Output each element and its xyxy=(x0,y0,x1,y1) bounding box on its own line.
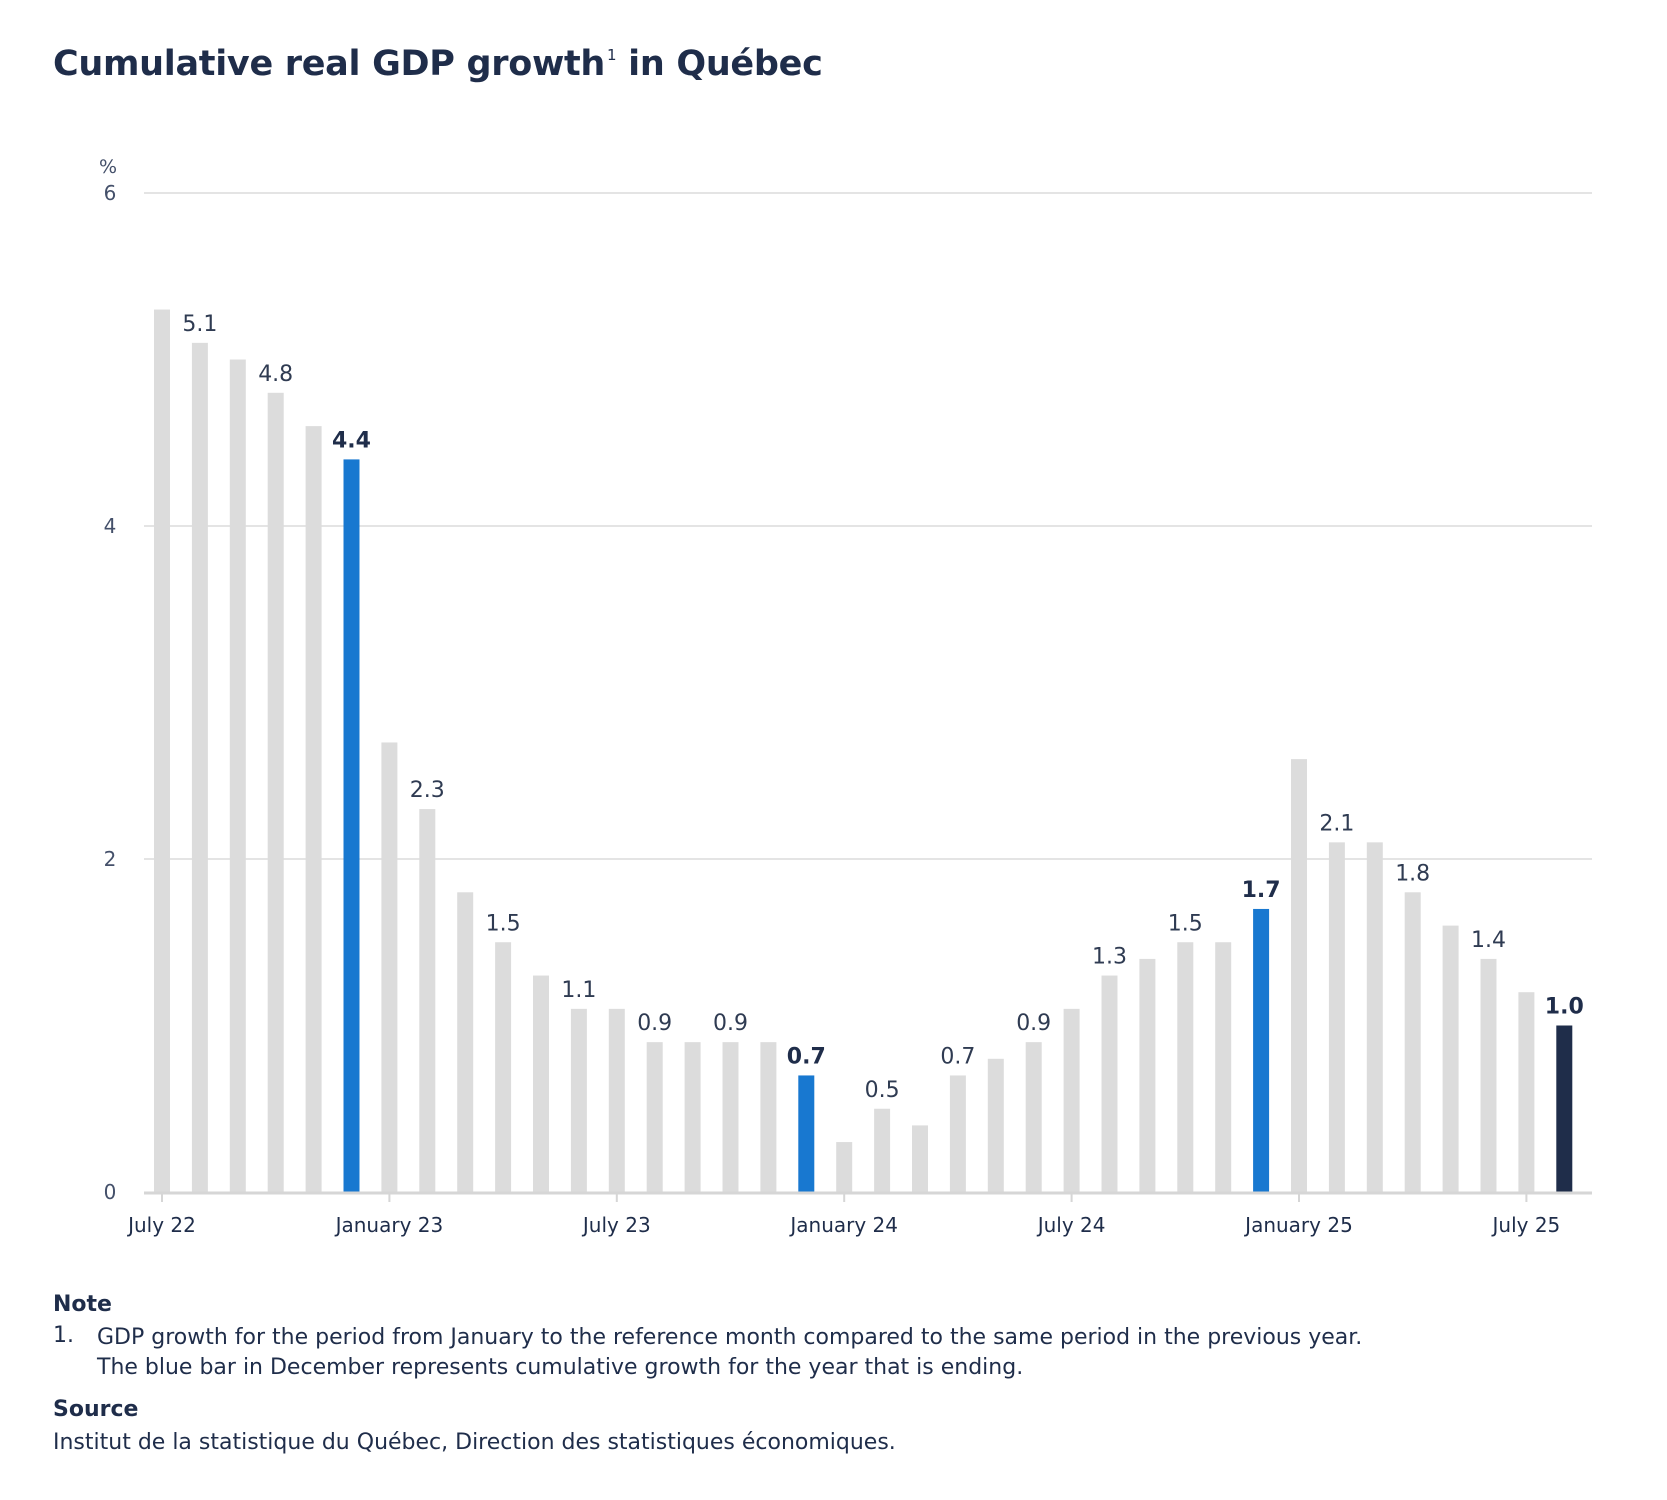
source-heading: Source xyxy=(53,1397,139,1422)
chart-title: Cumulative real GDP growth 1 in Québec xyxy=(53,44,823,84)
bar-21 xyxy=(949,1075,966,1192)
x-tick-label: July 23 xyxy=(581,1213,651,1237)
data-label-9: 1.5 xyxy=(486,911,521,936)
bar-29 xyxy=(1253,908,1270,1192)
data-label-13: 0.9 xyxy=(637,1011,672,1036)
y-axis-unit-label: % xyxy=(99,156,117,178)
data-label-15: 0.9 xyxy=(713,1011,748,1036)
note-item: 1. GDP growth for the period from Januar… xyxy=(53,1323,1553,1383)
bar-27 xyxy=(1177,942,1194,1192)
data-label-3: 4.8 xyxy=(258,362,293,387)
y-tick-label-2: 2 xyxy=(104,847,117,871)
bar-12 xyxy=(608,1008,625,1192)
bar-11 xyxy=(570,1008,587,1192)
chart-title-suffix: in Québec xyxy=(616,44,823,84)
bar-19 xyxy=(874,1108,891,1192)
bar-5 xyxy=(343,459,360,1192)
gdp-bar-chart: 0 2 4 6% July 22 January 23 July 23 January 24 J… xyxy=(99,156,1592,1237)
bar-31 xyxy=(1328,842,1345,1192)
bar-28 xyxy=(1215,942,1232,1192)
chart-title-main: Cumulative real GDP growth xyxy=(53,44,606,84)
chart-data-labels: 5.1 4.8 4.4 2.3 1.5 1.1 0.9 0.9 0.7 0.5 0.7 0.9 1.3 1… xyxy=(182,312,1583,1103)
bar-4 xyxy=(305,426,322,1193)
data-label-37: 1.0 xyxy=(1545,995,1584,1020)
bar-24 xyxy=(1063,1008,1080,1192)
x-tick-label: January 25 xyxy=(1243,1213,1353,1237)
y-tick-label-4: 4 xyxy=(104,514,117,538)
bar-16 xyxy=(760,1042,777,1192)
bar-34 xyxy=(1442,925,1459,1192)
chart-bars xyxy=(154,309,1573,1193)
data-label-5: 4.4 xyxy=(332,428,371,453)
bar-6 xyxy=(381,742,398,1192)
y-tick-label-6: 6 xyxy=(104,181,117,205)
data-label-7: 2.3 xyxy=(410,778,445,803)
bar-7 xyxy=(419,809,436,1192)
x-tick-label: January 23 xyxy=(334,1213,444,1237)
bar-15 xyxy=(722,1042,739,1192)
bar-13 xyxy=(646,1042,663,1192)
bar-17 xyxy=(798,1075,815,1192)
y-tick-label-0: 0 xyxy=(104,1180,117,1204)
data-label-23: 0.9 xyxy=(1016,1011,1051,1036)
bar-3 xyxy=(267,392,284,1192)
chart-notes: Note 1. GDP growth for the period from J… xyxy=(53,1292,1553,1458)
data-label-17: 0.7 xyxy=(787,1044,826,1069)
data-label-1: 5.1 xyxy=(182,312,217,337)
data-label-33: 1.8 xyxy=(1395,861,1430,886)
bar-35 xyxy=(1480,958,1497,1192)
x-tick-label: July 25 xyxy=(1491,1213,1561,1237)
x-tick-label: July 22 xyxy=(126,1213,196,1237)
bar-33 xyxy=(1404,892,1421,1192)
note-number: 1. xyxy=(53,1323,74,1348)
bar-32 xyxy=(1366,842,1383,1192)
bar-25 xyxy=(1101,975,1118,1192)
chart-gridlines xyxy=(144,192,1592,860)
x-tick-label: January 24 xyxy=(788,1213,898,1237)
note-list: 1. GDP growth for the period from Januar… xyxy=(53,1323,1553,1383)
bar-23 xyxy=(1025,1042,1042,1192)
bar-26 xyxy=(1139,958,1156,1192)
bar-8 xyxy=(457,892,474,1192)
data-label-29: 1.7 xyxy=(1242,878,1281,903)
x-tick-label: July 24 xyxy=(1036,1213,1106,1237)
bar-10 xyxy=(533,975,549,1192)
bar-20 xyxy=(912,1125,928,1192)
bar-36 xyxy=(1518,992,1535,1192)
bar-1 xyxy=(191,342,208,1193)
data-label-25: 1.3 xyxy=(1092,945,1127,970)
bar-30 xyxy=(1291,759,1307,1192)
bar-2 xyxy=(229,359,246,1192)
bar-22 xyxy=(987,1058,1004,1192)
bar-9 xyxy=(495,942,512,1192)
bar-14 xyxy=(684,1042,701,1192)
bar-18 xyxy=(836,1142,853,1192)
title-footnote-marker: 1 xyxy=(607,46,617,64)
bar-37 xyxy=(1556,1025,1573,1192)
data-label-27: 1.5 xyxy=(1168,911,1203,936)
data-label-11: 1.1 xyxy=(561,978,596,1003)
data-label-19: 0.5 xyxy=(865,1078,900,1103)
source-text: Institut de la statistique du Québec, Di… xyxy=(53,1430,896,1455)
note-text-line-2: The blue bar in December represents cumu… xyxy=(97,1355,1024,1380)
data-label-21: 0.7 xyxy=(940,1044,975,1069)
data-label-31: 2.1 xyxy=(1319,811,1354,836)
note-text-line-1: GDP growth for the period from January t… xyxy=(97,1325,1363,1350)
chart-axes: 0 2 4 6% July 22 January 23 July 23 January 24 J… xyxy=(99,156,1592,1237)
note-heading: Note xyxy=(53,1292,112,1317)
bar-0 xyxy=(154,309,170,1192)
data-label-35: 1.4 xyxy=(1471,928,1506,953)
